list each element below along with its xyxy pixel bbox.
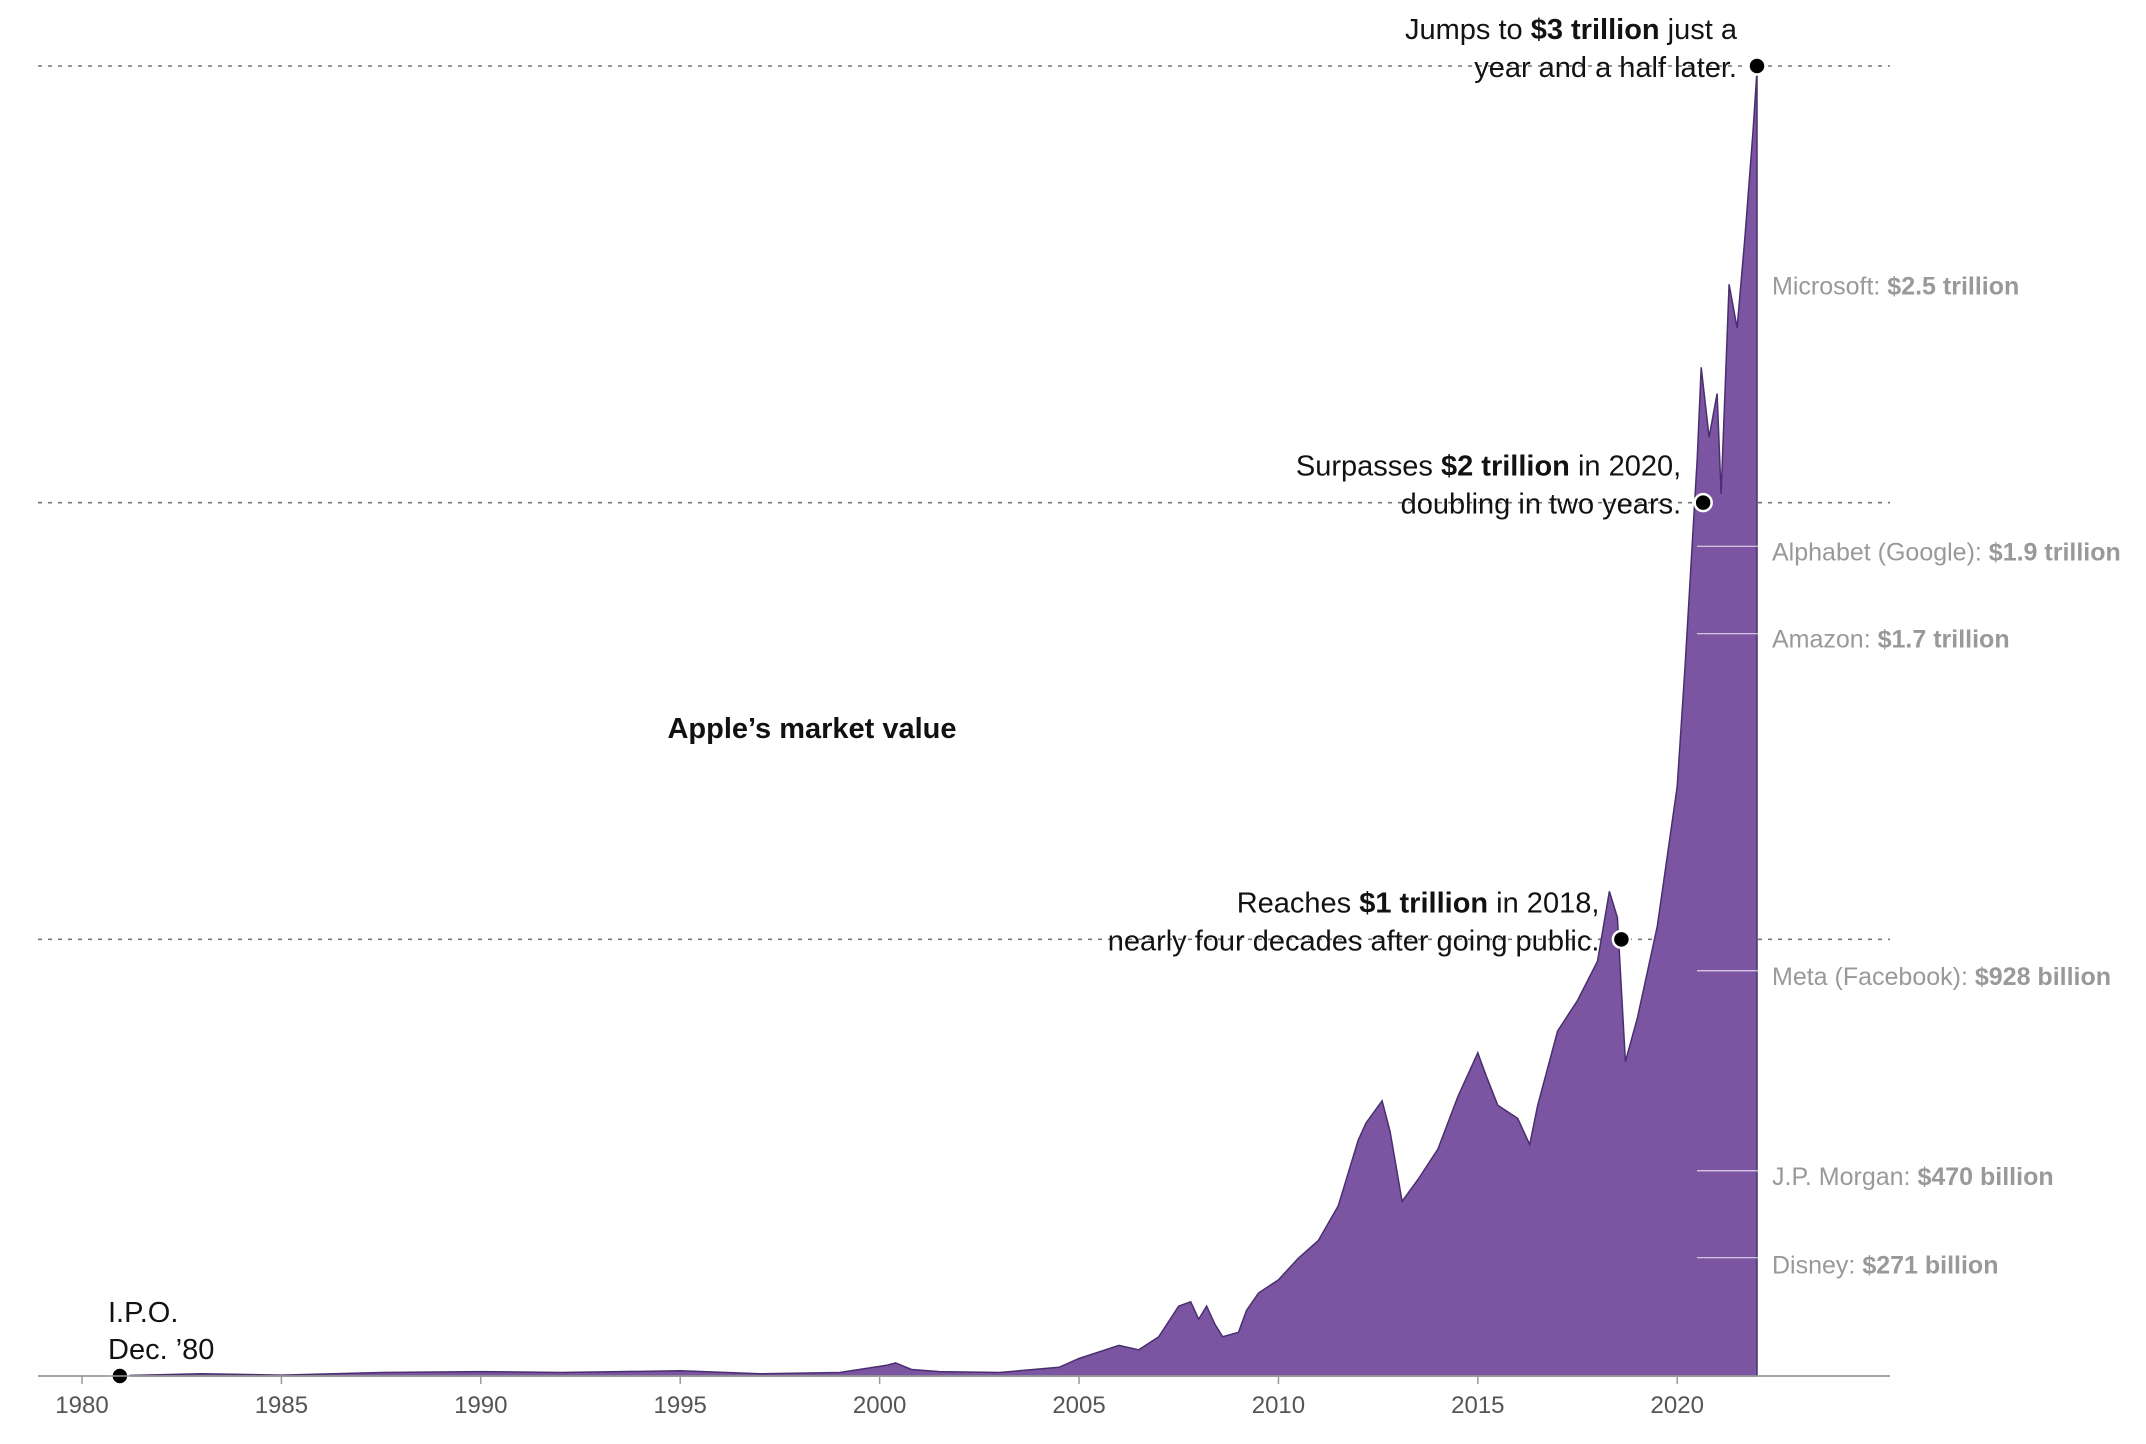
comparison-value: $2.5 trillion <box>1887 272 2019 300</box>
annotation-line: year and a half later. <box>1474 52 1737 84</box>
comparison-name: Disney: <box>1772 1252 1862 1280</box>
annotation-text: just a <box>1660 14 1738 46</box>
comparison-name: Microsoft: <box>1772 272 1887 300</box>
comparison-label: Amazon: $1.7 trillion <box>1772 626 2010 654</box>
annotation-text: in 2020, <box>1570 451 1681 483</box>
annotation-highlight: $1 trillion <box>1359 887 1488 919</box>
comparison-value: $1.9 trillion <box>1989 538 2121 566</box>
x-axis-ticks: 1980 1985 1990 1995 2000 2005 2010 2015 2020 <box>55 1376 1704 1419</box>
annotation-text: Jumps to <box>1405 14 1531 46</box>
x-tick-label: 1985 <box>255 1392 308 1419</box>
milestone-marker <box>1611 929 1632 950</box>
comparison-name: Alphabet (Google): <box>1772 538 1989 566</box>
comparison-value: $470 billion <box>1917 1163 2053 1191</box>
annotation-line: Dec. ’80 <box>108 1334 214 1366</box>
x-tick-label: 2010 <box>1252 1392 1305 1419</box>
milestone-marker <box>1747 56 1767 76</box>
x-tick-label: 1995 <box>654 1392 707 1419</box>
annotation-text: doubling in two years. <box>1401 489 1682 521</box>
comparison-name: Amazon: <box>1772 626 1878 654</box>
annotation-line: Jumps to $3 trillion just a <box>1405 14 1738 46</box>
milestone-marker <box>1693 492 1713 513</box>
annotation-line: I.P.O. <box>108 1297 178 1329</box>
x-tick-label: 2020 <box>1651 1392 1704 1419</box>
comparison-label: Microsoft: $2.5 trillion <box>1772 272 2019 300</box>
annotation-highlight: $3 trillion <box>1531 14 1660 46</box>
comparison-labels: Microsoft: $2.5 trillion Alphabet (Google… <box>1772 272 2121 1279</box>
x-tick-label: 1990 <box>454 1392 507 1419</box>
series-title: Apple’s market value <box>667 713 956 745</box>
comparison-name: J.P. Morgan: <box>1772 1163 1917 1191</box>
annotation-text: Surpasses <box>1296 451 1441 483</box>
reference-lines <box>38 65 1890 941</box>
annotation-line: Reaches $1 trillion in 2018, <box>1237 887 1600 919</box>
annotation-highlight: $2 trillion <box>1441 451 1570 483</box>
x-tick-label: 2015 <box>1451 1392 1504 1419</box>
comparison-label: J.P. Morgan: $470 billion <box>1772 1163 2054 1191</box>
comparison-value: $928 billion <box>1975 963 2111 991</box>
annotation-text: Reaches <box>1237 887 1360 919</box>
annotation-line: nearly four decades after going public. <box>1108 925 1600 957</box>
annotation-text: in 2018, <box>1488 887 1599 919</box>
annotation-text: year and a half later. <box>1474 52 1737 84</box>
annotation-text: I.P.O. <box>108 1297 178 1329</box>
comparison-label: Meta (Facebook): $928 billion <box>1772 963 2111 991</box>
annotation-text: Dec. ’80 <box>108 1334 214 1366</box>
annotation-text: nearly four decades after going public. <box>1108 925 1600 957</box>
comparison-label: Alphabet (Google): $1.9 trillion <box>1772 538 2121 566</box>
comparison-value: $271 billion <box>1862 1252 1998 1280</box>
comparison-value: $1.7 trillion <box>1878 626 2010 654</box>
comparison-name: Meta (Facebook): <box>1772 963 1975 991</box>
comparison-label: Disney: $271 billion <box>1772 1252 1998 1280</box>
x-tick-label: 2000 <box>853 1392 906 1419</box>
x-tick-label: 2005 <box>1052 1392 1105 1419</box>
apple-market-value-area <box>119 70 1758 1377</box>
x-tick-label: 1980 <box>55 1392 108 1419</box>
milestone-annotations: I.P.O. Dec. ’80 Reaches $1 trillion in 201… <box>108 14 1738 1366</box>
annotation-line: Surpasses $2 trillion in 2020, <box>1296 451 1681 483</box>
comparison-ticks <box>1697 545 1764 1259</box>
annotation-line: doubling in two years. <box>1401 489 1682 521</box>
